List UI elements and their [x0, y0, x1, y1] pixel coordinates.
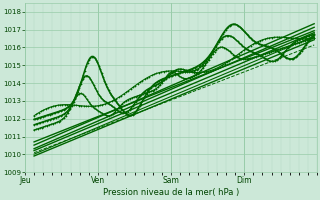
- X-axis label: Pression niveau de la mer( hPa ): Pression niveau de la mer( hPa ): [103, 188, 239, 197]
